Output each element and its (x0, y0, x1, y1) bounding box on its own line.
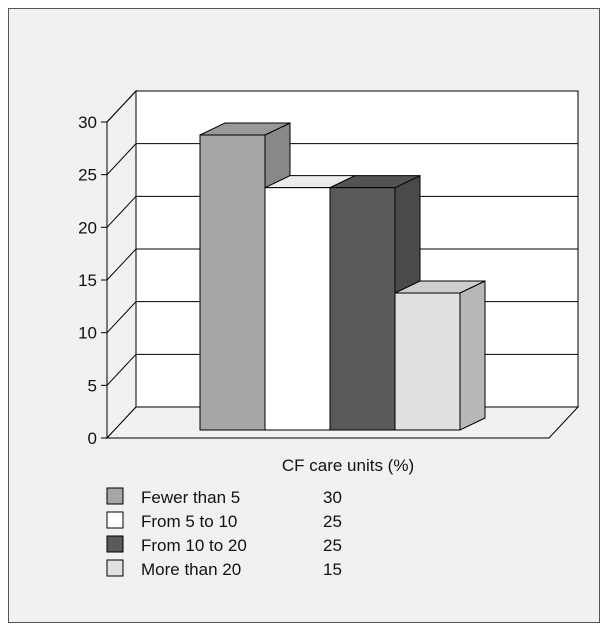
legend-item: More than 20 15 (106, 559, 342, 579)
legend-item: From 5 to 10 25 (106, 511, 342, 531)
y-tick-label: 10 (78, 324, 97, 343)
legend-label: From 5 to 10 (141, 512, 237, 531)
legend-item: Fewer than 5 30 (106, 487, 342, 507)
y-tick-label: 30 (78, 113, 97, 132)
legend-value: 30 (323, 488, 342, 507)
legend-swatch (106, 559, 124, 577)
x-axis-label: CF care units (%) (282, 456, 414, 475)
legend-label: Fewer than 5 (141, 488, 240, 507)
legend-value: 25 (323, 536, 342, 555)
legend-label: From 10 to 20 (141, 536, 247, 555)
legend-label: More than 20 (141, 560, 241, 579)
bar-front (394, 292, 461, 431)
legend-swatch (106, 511, 124, 529)
bar (394, 280, 486, 431)
y-axis: 0 5 10 15 20 25 30 (78, 113, 108, 448)
y-tick-label: 20 (78, 218, 97, 237)
legend-item: From 10 to 20 25 (106, 535, 342, 555)
gridline (106, 195, 578, 228)
y-tick-label: 25 (78, 166, 97, 185)
y-tick-label: 0 (88, 429, 97, 448)
gridline (106, 90, 578, 123)
legend-value: 25 (323, 512, 342, 531)
gridline (106, 143, 578, 176)
gridline (106, 248, 578, 281)
bars (199, 122, 486, 431)
bar-front (264, 187, 331, 431)
y-tick-label: 5 (88, 376, 97, 395)
y-tick-label: 15 (78, 271, 97, 290)
legend-swatch (106, 535, 124, 553)
legend-swatch (106, 487, 124, 505)
bar-side (459, 280, 486, 431)
bar-front (329, 187, 396, 431)
bar-front (199, 134, 266, 431)
legend-value: 15 (323, 560, 342, 579)
